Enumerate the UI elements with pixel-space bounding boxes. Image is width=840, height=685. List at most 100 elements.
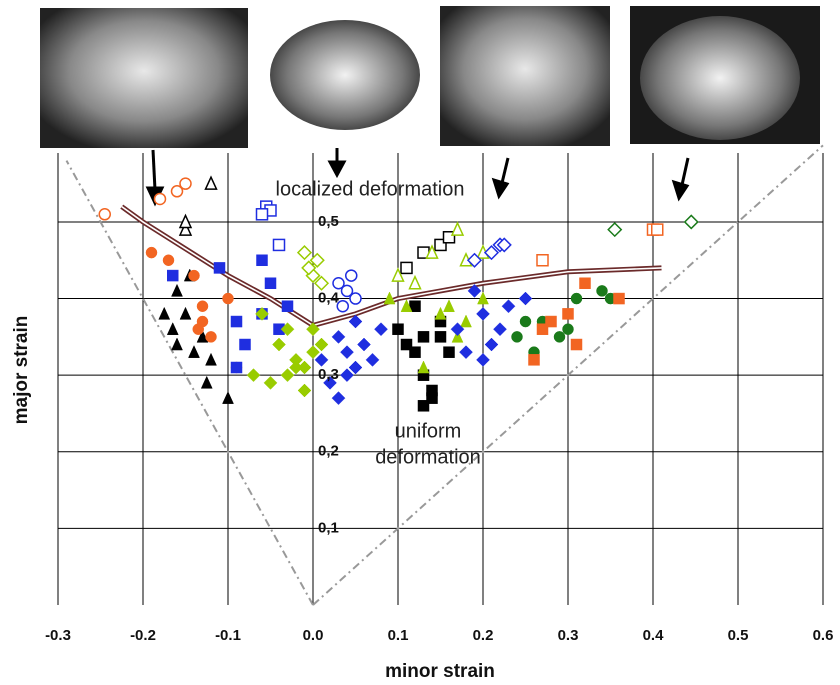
point [214,262,225,273]
point [290,361,303,374]
arrow-head [674,182,687,198]
arrow-head [494,180,507,196]
point [341,369,354,382]
point [477,307,490,320]
point [231,316,242,327]
photo-specimen [270,20,420,130]
point [223,392,234,404]
point [274,239,285,250]
point [298,384,311,397]
point [346,270,357,281]
arrow-head [330,162,344,175]
point [189,346,200,358]
point [189,270,200,281]
x-tick-label: 0.4 [643,627,665,644]
point [452,223,463,235]
photo [440,6,610,146]
point [350,293,361,304]
point [332,330,345,343]
point [520,316,531,327]
point [519,292,532,305]
y-tick-label: 0,4 [318,290,340,307]
arrow [502,158,508,183]
arrow [682,158,688,185]
point [418,331,429,342]
point [193,324,204,335]
point [206,177,217,189]
chart: -0.3-0.2-0.10.00.10.20.30.40.50.60,10,20… [0,0,840,685]
point [273,338,286,351]
point [337,301,348,312]
point [172,284,183,296]
x-tick-label: 0.0 [303,627,324,644]
point [298,246,311,259]
point [341,346,354,359]
x-tick-label: 0.5 [728,627,749,644]
point [652,224,663,235]
point [502,300,515,313]
point [172,186,183,197]
point [180,307,191,319]
point [554,331,565,342]
y-tick-label: 0,2 [318,443,339,460]
point [485,338,498,351]
point [163,255,174,266]
x-tick-label: -0.3 [45,627,71,644]
point [366,353,379,366]
point [401,262,412,273]
point [206,353,217,365]
point [418,400,429,411]
y-axis-title: major strain [11,316,32,425]
annotation: localized deformation [276,178,465,200]
point [418,361,429,373]
annotation: deformation [375,446,481,468]
photos [40,6,820,148]
x-tick-label: -0.2 [130,627,156,644]
point [614,293,625,304]
point [512,331,523,342]
point [597,285,608,296]
point [608,223,621,236]
point [580,278,591,289]
x-tick-label: -0.1 [215,627,241,644]
point [257,255,268,266]
point [282,301,293,312]
grid [58,153,823,605]
point [435,307,446,319]
x-tick-label: 0.6 [813,627,834,644]
point [315,353,328,366]
point [401,339,412,350]
point [172,338,183,350]
point [410,277,421,289]
point [435,331,446,342]
y-tick-label: 0,5 [318,213,339,230]
point [155,193,166,204]
point [571,339,582,350]
point [247,369,260,382]
point [563,308,574,319]
x-tick-label: 0.1 [388,627,409,644]
point [265,278,276,289]
point [315,338,328,351]
point [332,392,345,405]
point [685,215,698,228]
point [537,255,548,266]
point [146,247,157,258]
point [477,353,490,366]
point [231,362,242,373]
point [529,354,540,365]
point [349,361,362,374]
point [358,338,371,351]
point [264,376,277,389]
y-tick-label: 0,3 [318,366,339,383]
point [494,323,507,336]
photo-specimen [640,16,800,140]
point [240,339,251,350]
point [99,209,110,220]
point [393,324,404,335]
point [206,331,217,342]
arrow [153,150,155,190]
point [444,300,455,312]
point [201,376,212,388]
point [546,316,557,327]
